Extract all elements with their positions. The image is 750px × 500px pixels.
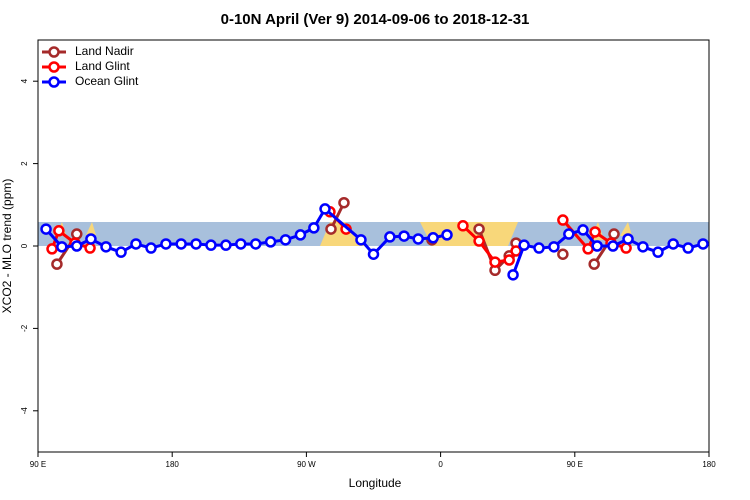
point	[473, 235, 485, 247]
point	[294, 229, 307, 241]
y-tick-label: -2	[20, 324, 29, 332]
point	[563, 228, 575, 240]
point	[667, 238, 679, 250]
y-tick-label: 4	[20, 78, 29, 83]
point	[652, 246, 664, 258]
x-tick-label: 90 E	[30, 460, 46, 469]
x-tick-label: 0	[438, 460, 443, 469]
point	[441, 229, 453, 241]
x-tick-label: 180	[702, 460, 716, 469]
point	[608, 228, 620, 240]
point	[557, 248, 569, 260]
point	[115, 246, 127, 258]
point	[457, 220, 469, 232]
point	[367, 248, 380, 260]
land-area	[86, 222, 96, 235]
point	[71, 240, 83, 252]
point	[622, 233, 634, 245]
point	[548, 241, 560, 253]
point	[503, 254, 515, 266]
point	[190, 238, 202, 250]
chart-title: 0-10N April (Ver 9) 2014-09-06 to 2018-1…	[221, 11, 530, 28]
point	[637, 241, 649, 253]
point	[582, 243, 594, 255]
point	[205, 239, 217, 251]
point	[175, 238, 187, 250]
point	[46, 243, 58, 255]
point	[533, 242, 545, 254]
legend-label: Land Nadir	[75, 44, 134, 58]
point	[85, 233, 97, 245]
point	[145, 242, 157, 254]
point	[589, 226, 601, 238]
point	[489, 256, 501, 268]
point	[607, 240, 619, 252]
point	[588, 258, 600, 270]
point	[235, 238, 247, 250]
point	[507, 269, 519, 281]
y-tick-label: 2	[20, 161, 29, 166]
point	[51, 258, 63, 270]
point	[71, 228, 83, 240]
point	[557, 214, 569, 226]
x-axis-label: Longitude	[349, 476, 402, 490]
point	[279, 234, 292, 246]
point	[620, 242, 632, 254]
point	[130, 238, 142, 250]
point	[84, 242, 96, 254]
point	[264, 236, 277, 248]
point	[473, 223, 485, 235]
legend-marker	[48, 61, 60, 73]
y-tick-label: 0	[20, 243, 29, 248]
legend-marker	[48, 46, 60, 58]
point	[220, 239, 232, 251]
point	[325, 223, 337, 235]
point	[319, 203, 331, 215]
legend-label: Land Glint	[75, 59, 130, 73]
point	[160, 238, 172, 250]
point	[249, 238, 262, 250]
point	[56, 241, 68, 253]
point	[100, 241, 112, 253]
point	[40, 223, 52, 235]
x-tick-label: 180	[166, 460, 180, 469]
point	[591, 240, 603, 252]
land-area	[620, 222, 632, 236]
point	[384, 231, 396, 243]
legend-marker	[48, 76, 60, 88]
x-tick-label: 90 W	[297, 460, 316, 469]
point	[577, 224, 589, 236]
point	[355, 234, 367, 246]
y-axis-label: XCO2 - MLO trend (ppm)	[0, 179, 14, 314]
point	[53, 225, 65, 237]
x-tick-label: 90 E	[567, 460, 583, 469]
point	[682, 242, 694, 254]
point	[308, 222, 320, 234]
point	[518, 239, 530, 251]
point	[697, 238, 709, 250]
legend-label: Ocean Glint	[75, 74, 139, 88]
point	[412, 233, 424, 245]
point	[398, 230, 410, 242]
point	[427, 232, 439, 244]
point	[338, 196, 350, 209]
y-tick-label: -4	[20, 407, 29, 415]
